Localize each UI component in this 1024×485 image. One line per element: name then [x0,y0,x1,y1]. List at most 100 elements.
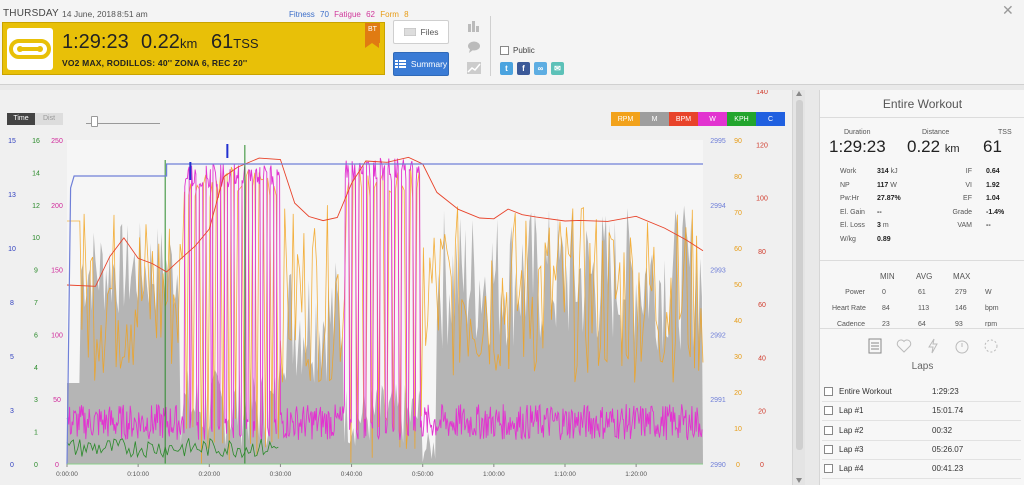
stat-value: 314 kJ [877,168,898,175]
file-icon [403,28,416,36]
stat-value: -- [877,209,882,216]
minmax-avg: 64 [918,321,926,328]
zoom-slider-track[interactable] [86,123,160,124]
summary-label: Summary [410,59,448,69]
axis-altitude-label: 2993 [710,268,726,275]
comment-icon[interactable] [467,41,481,53]
lap-row[interactable]: Lap #2 00:32 [822,421,1021,441]
laps-title: Laps [911,361,934,372]
axis-rpm-label: 80 [734,174,742,181]
axis-blue-label: 5 [10,354,14,361]
stat-label: Grade [952,208,972,216]
axis-rpm-label: 10 [734,426,742,433]
axis-blue-label: 3 [10,408,14,415]
axis-rpm-label: 50 [734,282,742,289]
lap-row[interactable]: Lap #1 15:01.74 [822,401,1021,422]
header-divider [490,16,491,76]
bar-chart-icon[interactable] [467,20,481,32]
close-icon[interactable]: ✕ [1002,2,1014,18]
dotted-circle-icon[interactable] [983,338,999,354]
axis-altitude-label: 2992 [710,332,726,339]
line-chart-icon[interactable] [467,62,481,74]
stopwatch-icon[interactable] [954,338,970,354]
axis-magenta-label: 50 [53,397,61,404]
email-share-icon[interactable]: ✉ [551,62,564,75]
kpi-value: 61 [983,137,1002,157]
axis-blue-label: 8 [10,300,14,307]
axis-rpm-label: 90 [734,138,742,145]
lap-checkbox[interactable] [824,464,833,474]
x-tick-label: 1:00:00 [483,471,505,478]
stat-number: 314 [877,168,889,175]
axis-magenta-label: 250 [51,138,63,145]
axis-altitude-label: 2995 [710,138,726,145]
axis-green-label: 10 [32,235,40,242]
notes-icon[interactable] [867,338,883,354]
axis-green-label: 16 [32,138,40,145]
workout-type-logo [7,28,53,70]
lap-checkbox[interactable] [824,444,833,454]
kpi-label: TSS [998,129,1012,136]
legend-item[interactable]: M [640,112,669,126]
time-toggle[interactable]: Time [7,113,35,125]
lap-checkbox[interactable] [824,425,833,435]
lap-checkbox[interactable] [824,406,833,416]
marker-bar [189,162,192,180]
minmax-avg: 61 [918,289,926,296]
lap-row[interactable]: Entire Workout 1:29:23 [822,382,1021,402]
axis-rpm-label: 30 [734,354,742,361]
fitness-label: Fitness [289,10,315,19]
workout-chart[interactable]: 0:00:00 0:10:00 0:20:00 0:30:00 0:40:00 0:50:… [0,90,805,485]
axis-blue-label: 15 [8,138,16,145]
axis-blue-label: 0 [10,462,14,469]
legend-item[interactable]: W [698,112,727,126]
axis-green-label: 0 [34,462,38,469]
stat-number: 27.87% [877,195,901,203]
scroll-up-icon[interactable] [796,91,802,96]
x-tick-label: 0:40:00 [341,471,363,478]
summary-button[interactable]: Summary [393,52,449,76]
stat-number: 1.92 [986,181,1000,189]
stat-label: VI [965,181,972,189]
public-toggle[interactable]: Public [500,46,535,55]
heart-icon[interactable] [896,338,912,354]
workout-day: THURSDAY [3,8,59,19]
legend-item[interactable]: C [756,112,785,126]
distance-toggle[interactable]: Dist [35,113,63,125]
stat-label: Work [840,168,857,175]
lap-checkbox[interactable] [824,387,833,396]
chart-panel: 0:00:00 0:10:00 0:20:00 0:30:00 0:40:00 0:50:… [0,90,805,485]
lap-name: Entire Workout [839,387,892,396]
lap-row[interactable]: Lap #4 00:41.23 [822,459,1021,480]
minmax-header: MAX [953,272,971,281]
kpi-unit: km [944,143,960,155]
lightning-icon[interactable] [925,338,941,354]
x-tick-label: 1:10:00 [554,471,576,478]
scroll-down-icon[interactable] [796,478,802,483]
list-icon [394,60,406,68]
stat-label: El. Loss [840,222,865,230]
sidebar-divider [820,328,1024,329]
axis-green-label: 3 [34,397,38,404]
heart-rate-trace [66,156,704,287]
stat-number: -- [877,208,882,216]
zoom-slider-handle[interactable] [91,116,98,127]
stat-unit: W [890,181,897,189]
workout-name[interactable]: VO2 MAX, RODILLOS: 40'' ZONA 6, REC 20'' [62,58,248,68]
public-checkbox[interactable] [500,46,509,55]
legend-item[interactable]: KPH [727,112,756,126]
link-share-icon[interactable]: ∞ [534,62,547,75]
legend-item[interactable]: BPM [669,112,698,126]
kpi-value: 1:29:23 [829,137,886,157]
scrollbar-thumb[interactable] [796,100,803,450]
sidebar-tool-icons [867,338,999,354]
legend-item[interactable]: RPM [611,112,640,126]
x-tick-label: 0:20:00 [198,471,220,478]
lap-row[interactable]: Lap #3 05:26.07 [822,440,1021,460]
files-button[interactable]: Files [393,20,449,44]
sidebar-divider [820,117,1024,118]
facebook-share-icon[interactable]: f [517,62,530,75]
axis-altitude-label: 2990 [710,462,726,469]
vertical-scrollbar[interactable] [792,90,805,485]
twitter-share-icon[interactable]: t [500,62,513,75]
